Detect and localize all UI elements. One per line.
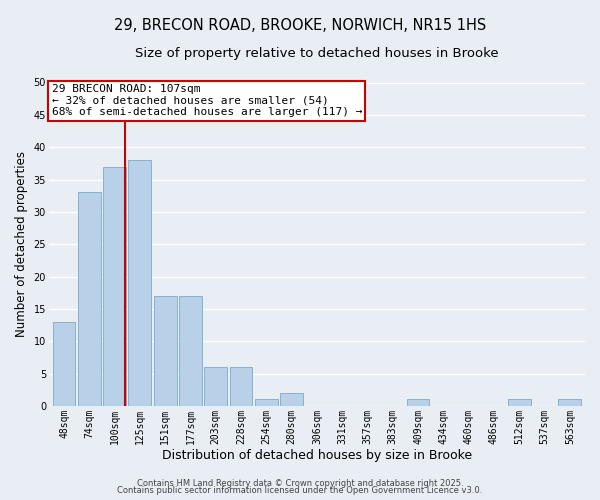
- Bar: [154, 296, 176, 406]
- Bar: [78, 192, 101, 406]
- Bar: [128, 160, 151, 406]
- Bar: [280, 393, 303, 406]
- Bar: [230, 367, 253, 406]
- Bar: [179, 296, 202, 406]
- Text: 29 BRECON ROAD: 107sqm
← 32% of detached houses are smaller (54)
68% of semi-det: 29 BRECON ROAD: 107sqm ← 32% of detached…: [52, 84, 362, 117]
- Bar: [103, 166, 126, 406]
- Bar: [53, 322, 76, 406]
- Y-axis label: Number of detached properties: Number of detached properties: [15, 151, 28, 337]
- Text: Contains HM Land Registry data © Crown copyright and database right 2025.: Contains HM Land Registry data © Crown c…: [137, 478, 463, 488]
- Text: Contains public sector information licensed under the Open Government Licence v3: Contains public sector information licen…: [118, 486, 482, 495]
- X-axis label: Distribution of detached houses by size in Brooke: Distribution of detached houses by size …: [162, 450, 472, 462]
- Bar: [407, 400, 430, 406]
- Bar: [205, 367, 227, 406]
- Bar: [559, 400, 581, 406]
- Bar: [255, 400, 278, 406]
- Bar: [508, 400, 530, 406]
- Text: 29, BRECON ROAD, BROOKE, NORWICH, NR15 1HS: 29, BRECON ROAD, BROOKE, NORWICH, NR15 1…: [114, 18, 486, 32]
- Title: Size of property relative to detached houses in Brooke: Size of property relative to detached ho…: [135, 48, 499, 60]
